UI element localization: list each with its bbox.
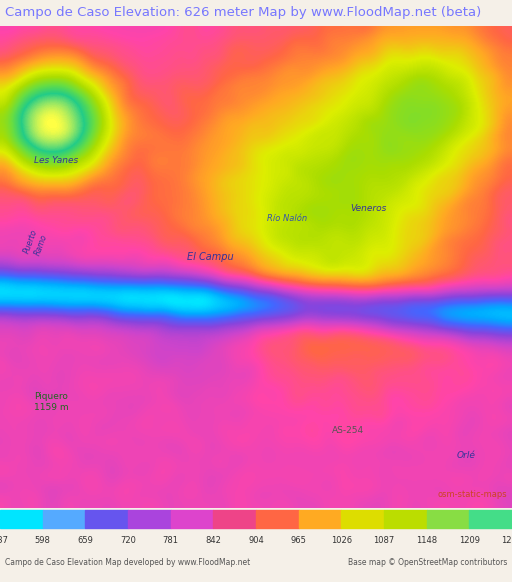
Bar [342, 510, 384, 528]
Bar [86, 510, 128, 528]
Text: Río Nalón: Río Nalón [267, 214, 307, 223]
Bar [170, 510, 214, 528]
Text: 904: 904 [248, 536, 264, 545]
Bar [470, 510, 512, 528]
Text: Base map © OpenStreetMap contributors: Base map © OpenStreetMap contributors [348, 558, 507, 567]
Bar [298, 510, 342, 528]
Text: 1026: 1026 [331, 536, 352, 545]
Bar [256, 510, 298, 528]
Text: AS-254: AS-254 [332, 427, 364, 435]
Bar [384, 510, 426, 528]
Text: 1271: 1271 [501, 536, 512, 545]
Bar [426, 510, 470, 528]
Bar [128, 510, 170, 528]
Text: 598: 598 [35, 536, 51, 545]
Text: Campo de Caso Elevation: 626 meter Map by www.FloodMap.net (beta): Campo de Caso Elevation: 626 meter Map b… [5, 6, 481, 19]
Text: 720: 720 [120, 536, 136, 545]
Text: 537: 537 [0, 536, 8, 545]
Text: 1209: 1209 [459, 536, 480, 545]
Text: 659: 659 [77, 536, 93, 545]
Text: 1148: 1148 [416, 536, 437, 545]
Text: Orlé: Orlé [457, 450, 475, 460]
Text: 1087: 1087 [373, 536, 395, 545]
Bar [42, 510, 86, 528]
Text: Veneros: Veneros [350, 204, 387, 214]
Text: Puerto
Ramo: Puerto Ramo [23, 228, 49, 258]
Text: 781: 781 [163, 536, 179, 545]
Text: Piquero
1159 m: Piquero 1159 m [34, 392, 69, 411]
Text: 965: 965 [291, 536, 307, 545]
Text: 842: 842 [205, 536, 221, 545]
Text: osm-static-maps: osm-static-maps [437, 489, 507, 499]
Text: Campo de Caso Elevation Map developed by www.FloodMap.net: Campo de Caso Elevation Map developed by… [5, 558, 250, 567]
Text: El Campu: El Campu [186, 252, 233, 262]
Text: Les Yanes: Les Yanes [34, 156, 78, 165]
Bar [0, 510, 42, 528]
Bar [214, 510, 256, 528]
